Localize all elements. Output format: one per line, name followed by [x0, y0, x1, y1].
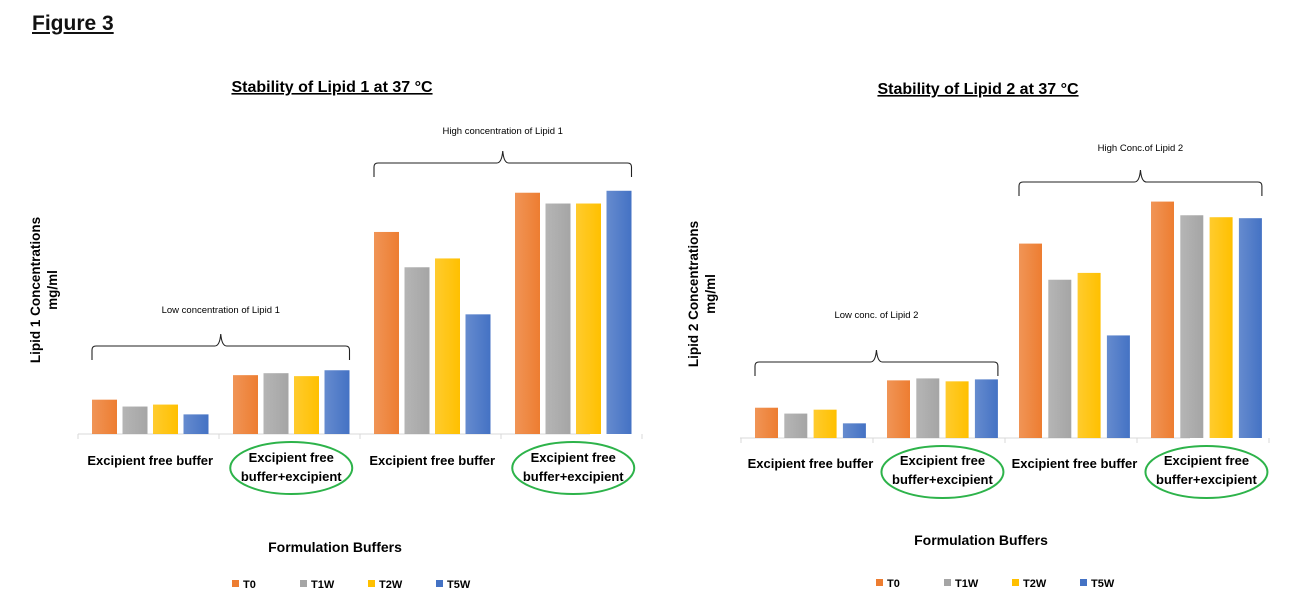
- legend-swatch-t1w: [944, 579, 951, 586]
- category-label-line: Excipient free buffer: [87, 453, 213, 468]
- highlight-ellipse: [1144, 445, 1269, 499]
- category-label: Excipient free buffer: [369, 453, 495, 468]
- bar-t2w-cat2: [294, 376, 319, 434]
- legend-swatch-t5w: [436, 580, 443, 587]
- bar-t5w-cat3: [1106, 335, 1130, 438]
- chart-title: Stability of Lipid 2 at 37 °C: [877, 81, 1079, 98]
- bar-t0-cat1: [755, 407, 778, 438]
- legend-swatch-t0: [876, 579, 883, 586]
- y-axis-label-line: Lipid 1 Concentrations: [28, 217, 43, 363]
- bar-t1w-cat2: [916, 378, 940, 438]
- category-label-line: Excipient free buffer: [1012, 456, 1138, 471]
- category-label-line: Excipient free: [900, 453, 985, 468]
- bar-t5w-cat4: [606, 190, 632, 434]
- category-label-line: Excipient free: [531, 450, 616, 465]
- y-axis-label-line: Lipid 2 Concentrations: [686, 221, 701, 367]
- legend-label-t5w: T5W: [1091, 578, 1115, 590]
- highlight-ellipse: [511, 441, 636, 495]
- chart-lipid-1: Stability of Lipid 1 at 37 °C Lipid 1 Con…: [28, 79, 643, 591]
- bar-t0-cat3: [374, 231, 399, 434]
- legend-label-t1w: T1W: [311, 579, 335, 591]
- legend-swatch-t0: [232, 580, 239, 587]
- bar-t0-cat3: [1019, 243, 1042, 438]
- bar-t0-cat4: [515, 192, 540, 434]
- category-label: Excipient free buffer+excipient: [523, 450, 624, 484]
- bar-t1w-cat2: [263, 373, 289, 434]
- category-label: Excipient free buffer+excipient: [892, 453, 993, 487]
- y-axis-label-line: mg/ml: [45, 270, 60, 310]
- category-label: Excipient free buffer: [1012, 456, 1138, 471]
- category-label-line: buffer+excipient: [241, 469, 342, 484]
- category-label-line: buffer+excipient: [892, 472, 993, 487]
- bar-t2w-cat4: [1209, 217, 1233, 438]
- figure-label: Figure 3: [32, 12, 114, 35]
- bar-t1w-cat4: [1180, 215, 1204, 438]
- annotation-label: High Conc.of Lipid 2: [1098, 143, 1184, 154]
- category-label: Excipient free buffer+excipient: [241, 450, 342, 484]
- legend-swatch-t5w: [1080, 579, 1087, 586]
- annotation-label: Low conc. of Lipid 2: [834, 310, 918, 321]
- bar-t0-cat4: [1151, 201, 1174, 438]
- annotation-label: Low concentration of Lipid 1: [162, 305, 280, 316]
- category-label: Excipient free buffer: [748, 456, 874, 471]
- bar-t0-cat2: [233, 375, 258, 434]
- y-axis-label: Lipid 2 Concentrations mg/ml: [686, 221, 718, 367]
- legend-label-t0: T0: [887, 578, 900, 590]
- bar-t0-cat2: [887, 380, 910, 438]
- bar-t1w-cat1: [122, 406, 148, 434]
- chart-lipid-2: Stability of Lipid 2 at 37 °C Lipid 2 Con…: [686, 81, 1270, 590]
- bar-t5w-cat2: [974, 379, 998, 438]
- annotation-brace: [1018, 169, 1263, 196]
- legend-label-t2w: T2W: [1023, 578, 1047, 590]
- bar-t5w-cat3: [465, 314, 491, 434]
- legend-label-t1w: T1W: [955, 578, 979, 590]
- bar-t1w-cat3: [404, 267, 430, 434]
- legend-swatch-t2w: [368, 580, 375, 587]
- bar-t2w-cat2: [945, 381, 969, 438]
- bar-t5w-cat4: [1238, 218, 1262, 438]
- bar-t5w-cat1: [842, 423, 866, 438]
- bar-t2w-cat1: [813, 409, 837, 438]
- category-label-line: Excipient free: [1164, 453, 1249, 468]
- annotation-brace: [91, 333, 351, 360]
- category-label-line: buffer+excipient: [523, 469, 624, 484]
- highlight-ellipse: [229, 441, 354, 495]
- category-label-line: buffer+excipient: [1156, 472, 1257, 487]
- legend-label-t2w: T2W: [379, 579, 403, 591]
- category-label-line: Excipient free: [249, 450, 334, 465]
- category-label: Excipient free buffer+excipient: [1156, 453, 1257, 487]
- y-axis-label: Lipid 1 Concentrations mg/ml: [28, 217, 60, 363]
- legend-label-t5w: T5W: [447, 579, 471, 591]
- bar-t2w-cat3: [435, 258, 460, 434]
- legend-swatch-t2w: [1012, 579, 1019, 586]
- bar-t2w-cat4: [576, 203, 601, 434]
- legend-label-t0: T0: [243, 579, 256, 591]
- bar-t1w-cat1: [784, 413, 808, 438]
- category-label-line: Excipient free buffer: [369, 453, 495, 468]
- annotation-brace: [754, 349, 999, 376]
- category-label-line: Excipient free buffer: [748, 456, 874, 471]
- bar-t1w-cat3: [1048, 279, 1072, 438]
- category-label: Excipient free buffer: [87, 453, 213, 468]
- x-axis-title: Formulation Buffers: [914, 532, 1048, 548]
- annotation-label: High concentration of Lipid 1: [443, 126, 563, 137]
- highlight-ellipse: [880, 445, 1005, 499]
- legend-swatch-t1w: [300, 580, 307, 587]
- x-axis-title: Formulation Buffers: [268, 539, 402, 555]
- bar-t2w-cat1: [153, 404, 178, 434]
- bar-t5w-cat2: [324, 370, 350, 434]
- bar-t2w-cat3: [1077, 272, 1101, 438]
- bar-t0-cat1: [92, 399, 117, 434]
- bar-t1w-cat4: [545, 203, 571, 434]
- chart-title: Stability of Lipid 1 at 37 °C: [231, 79, 433, 96]
- annotation-brace: [373, 150, 633, 177]
- y-axis-label-line: mg/ml: [703, 274, 718, 314]
- bar-t5w-cat1: [183, 414, 209, 434]
